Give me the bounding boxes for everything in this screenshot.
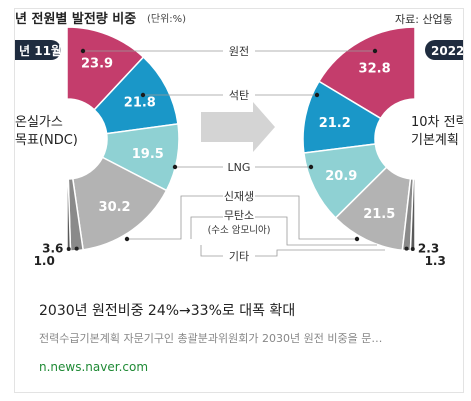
comparison-arrow: [201, 102, 275, 152]
left-slice-other: [66, 178, 72, 252]
left-pie-chart: 23.9 21.8 19.5 30.2 3.61.0: [34, 26, 180, 267]
left-label-renewable: 30.2: [99, 200, 131, 215]
legend-leaders: [83, 50, 385, 257]
legend-lng: LNG: [228, 161, 251, 174]
legend-other: 기타: [229, 250, 249, 263]
right-label-lng: 20.9: [325, 169, 357, 184]
left-marker-other: [66, 246, 71, 251]
left-slice-renewable: [71, 156, 168, 251]
right-label-carbonfree: 2.3: [418, 242, 439, 256]
power-mix-chart: 년 전원별 발전량 비중 (단위:%) 자료: 산업통 년 11월 2022 2…: [15, 11, 463, 267]
right-marker-other: [410, 246, 415, 251]
right-marker-carbonfree: [404, 246, 409, 251]
right-slice-other: [409, 178, 416, 252]
legend-coal: 석탄: [229, 89, 249, 102]
right-date-tag: [425, 40, 463, 60]
news-thumbnail[interactable]: 년 전원별 발전량 비중 (단위:%) 자료: 산업통 년 11월 2022 2…: [15, 9, 463, 267]
left-marker-carbonfree: [74, 246, 79, 251]
legend-renewable: 신재생: [224, 190, 254, 203]
left-label-nuclear: 23.9: [81, 57, 113, 72]
right-pie-chart: 32.8 21.2 20.9 21.5 2.31.3: [302, 26, 446, 267]
leader-dot: [140, 92, 146, 98]
leader-dot: [314, 92, 320, 98]
graphic-unit: (단위:%): [147, 12, 186, 25]
left-label-coal: 21.8: [124, 95, 156, 110]
leader-dot: [308, 164, 314, 170]
news-description: 전력수급기본계획 자문기구인 총괄분과위원회가 2030년 원전 비중을 문…: [39, 332, 383, 345]
left-label-lng: 19.5: [132, 147, 164, 162]
right-label-renewable: 21.5: [363, 207, 395, 222]
left-center-line2: 목표(NDC): [15, 133, 78, 148]
graphic-header: 년 전원별 발전량 비중: [15, 11, 136, 27]
leader-dot: [172, 164, 178, 170]
legend-nuclear: 원전: [229, 45, 249, 58]
news-source[interactable]: n.news.naver.com: [39, 360, 149, 374]
right-center-line1: 10차 전력: [411, 115, 463, 130]
left-date-label: 년 11월: [19, 43, 62, 58]
leader-dot: [354, 236, 360, 242]
left-label-carbonfree: 3.6: [42, 242, 63, 256]
news-card[interactable]: 년 전원별 발전량 비중 (단위:%) 자료: 산업통 년 11월 2022 2…: [14, 8, 464, 393]
right-label-nuclear: 32.8: [359, 62, 391, 77]
leader-dot: [372, 48, 378, 54]
leader-dot: [124, 236, 130, 242]
left-label-other: 1.0: [34, 254, 55, 267]
leader-dot: [80, 48, 86, 54]
right-date-label: 2022: [431, 44, 463, 58]
news-title[interactable]: 2030년 원전비중 24%→33%로 대폭 확대: [39, 303, 296, 319]
left-center-line1: 온실가스: [15, 115, 63, 130]
right-label-coal: 21.2: [319, 116, 351, 131]
graphic-source: 자료: 산업통: [395, 13, 453, 26]
legend-carbonfree-sub: (수소 암모니아): [208, 224, 271, 236]
right-label-other: 1.3: [425, 254, 446, 267]
legend-carbonfree: 무탄소: [224, 209, 254, 222]
right-center-line2: 기본계획: [411, 133, 459, 148]
